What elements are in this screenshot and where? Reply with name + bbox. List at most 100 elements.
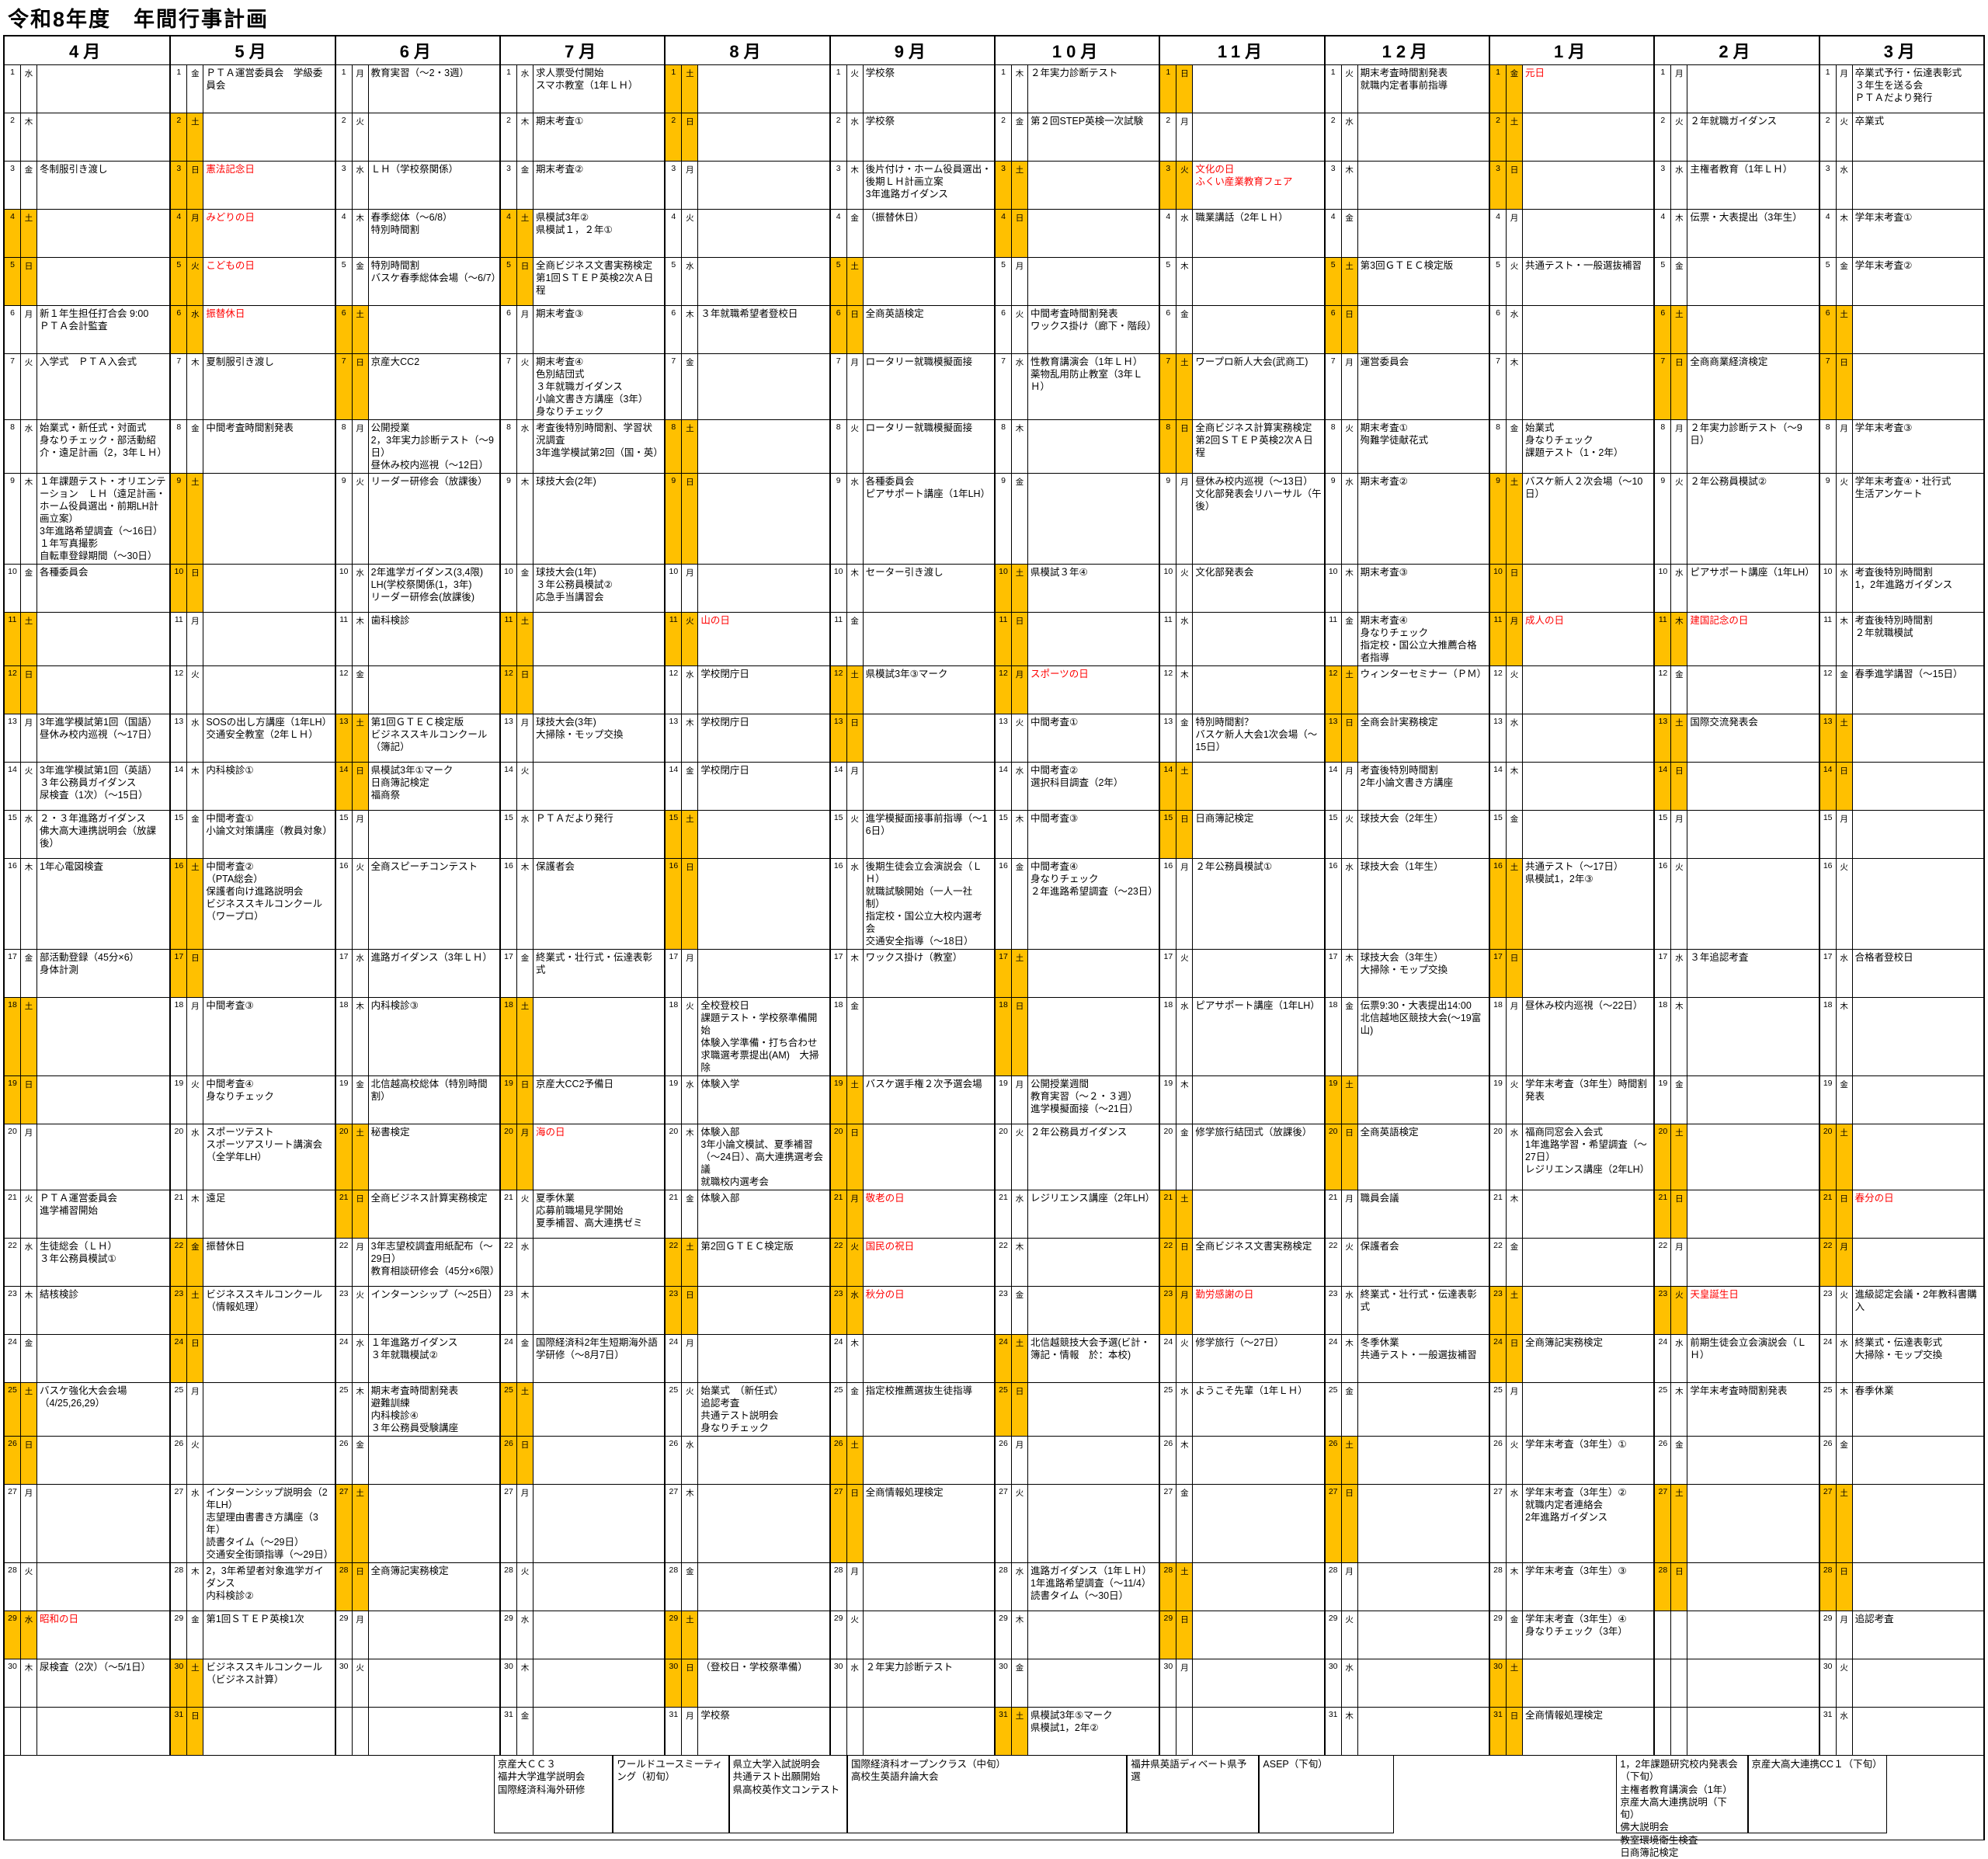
event-text-cell: [1853, 1708, 1983, 1755]
event-text-cell: [369, 113, 499, 161]
day-number-cell: 25: [831, 1383, 847, 1436]
cell-11月-13: 13 金特別時間割？ バスケ新人大会1次会場（～15日）: [1159, 714, 1323, 762]
cell-5月-31: 31 日: [169, 1708, 334, 1755]
cell-7月-7: 7 火期末考査④ 色別結団式 ３年就職ガイダンス 小論文書き方講座（3年） 身なり…: [499, 354, 664, 419]
event-text-cell: [1358, 1611, 1489, 1659]
event-text-cell: [1193, 1437, 1323, 1484]
day-row-28: 28 火 28 木 2，3年希望者対象進学ガイダンス 内科検診② 28 日全商簿記実務検定 2…: [5, 1563, 1983, 1611]
event-text-cell: 球技大会(2年): [535, 476, 596, 487]
weekday-cell: 月: [847, 1563, 864, 1611]
day-number-cell: 7: [171, 354, 188, 419]
cell-6月-16: 16 火全商スピーチコンテスト: [334, 859, 499, 949]
event-text-cell: ビジネススキルコンクール（ビジネス計算）: [206, 1662, 323, 1685]
cell-11月-11: 11 水: [1159, 613, 1323, 665]
event-text-cell: [1028, 420, 1159, 473]
event-text-cell: [1687, 1708, 1818, 1755]
day-number-cell: 30: [1326, 1659, 1342, 1707]
day-number-cell: 19: [500, 1076, 517, 1124]
day-number-cell: 8: [5, 420, 21, 473]
cell-1月-13: 13 水: [1488, 714, 1653, 762]
day-number-cell: 6: [5, 306, 21, 353]
event-text-cell: [1853, 1124, 1983, 1190]
day-number-cell: 9: [1326, 474, 1342, 564]
day-number-cell: 27: [1160, 1485, 1177, 1562]
event-text-cell: [1687, 1190, 1818, 1238]
page-title: 令和8年度 年間行事計画: [8, 8, 269, 31]
weekday-cell: 日: [352, 354, 369, 419]
day-number-cell: 22: [830, 1239, 847, 1286]
day-number-cell: 2: [1489, 113, 1507, 161]
event-text-cell: [1853, 859, 1983, 949]
day-number-cell: 26: [1490, 1437, 1507, 1484]
event-text-cell: [864, 1437, 994, 1484]
note-box-4: 国際経済科オープンクラス（中旬） 高校生英語弁論大会: [846, 1756, 1128, 1833]
weekday-cell: 日: [21, 666, 37, 714]
day-number-cell: 14: [996, 763, 1012, 810]
day-number-cell: 5: [1160, 258, 1177, 305]
event-text-cell: [1028, 162, 1159, 209]
weekday-cell: 日: [1011, 1383, 1028, 1436]
day-number-cell: 25: [1490, 1383, 1507, 1436]
day-number-cell: 28: [1160, 1563, 1177, 1611]
cell-10月-24: 24 土北信越競技大会予選(ビ計・簿記・情報 於：本校): [993, 1335, 1159, 1382]
month-header-row: 4月 5月 6月 7月 8月 9月 10月 11月 12月 1月 2月 3月: [5, 36, 1983, 65]
day-row-14: 14 火 3年進学模試第1回（英語） ３年公務員ガイダンス 尿検査（1次）（～15日…: [5, 763, 1983, 811]
event-text-cell: 公開授業 2，3年実力診断テスト（～9日） 昼休み校内巡視（～12日）: [370, 422, 495, 471]
cell-8月-29: 29 土: [664, 1611, 829, 1659]
event-text-cell: [1358, 306, 1489, 353]
event-text-cell: [203, 950, 334, 997]
event-text-cell: 始業式・新任式・対面式 身なりチェック・部活動紹介・遠足計画（2，3年ＬＨ）: [40, 422, 167, 458]
day-row-8: 8 水始業式・新任式・対面式 身なりチェック・部活動紹介・遠足計画（2，3年ＬＨ）…: [5, 420, 1983, 474]
weekday-cell: 火: [847, 811, 864, 858]
cell-9月-15: 15 火進学模擬面接事前指導（～16日）: [829, 811, 994, 858]
weekday-cell: 金: [517, 1335, 533, 1382]
weekday-cell: 月: [1342, 1563, 1358, 1611]
day-number-cell: 21: [171, 1190, 188, 1238]
weekday-cell: 木: [847, 950, 864, 997]
day-number-cell: 24: [1326, 1335, 1342, 1382]
day-number-cell: [1655, 1708, 1672, 1755]
weekday-cell: 水: [1671, 950, 1688, 997]
event-text-cell: [369, 1437, 499, 1484]
cell-11月-30: 30 月: [1159, 1659, 1323, 1707]
event-text-cell: [1028, 474, 1159, 564]
cell-1月-24: 24 日全商簿記実務検定: [1488, 1335, 1653, 1382]
event-text-cell: 球技大会（3年生） 大掃除・モップ交換: [1360, 952, 1448, 975]
weekday-cell: 金: [187, 420, 204, 473]
day-number-cell: 6: [666, 306, 683, 353]
event-text-cell: 期末考査②: [535, 164, 584, 175]
cell-5月-23: 23 土ビジネススキルコンクール（情報処理）: [169, 1287, 334, 1334]
event-text-cell: ロータリー就職模擬面接: [865, 422, 973, 433]
day-number-cell: 7: [831, 354, 847, 419]
event-text-cell: 中間考査時間割発表: [206, 422, 294, 433]
day-row-15: 15 水 ２・３年進路ガイダンス 佛大高大連携説明会（放課後） 15 金中間考査① 小論…: [5, 811, 1983, 859]
cell-11月-3: 3 火文化の日 ふくい産業教育フェア: [1159, 162, 1323, 209]
day-number-cell: 10: [1489, 565, 1507, 612]
weekday-cell: 土: [21, 613, 37, 665]
cell-5月-30: 30 土ビジネススキルコンクール（ビジネス計算）: [169, 1659, 334, 1707]
event-text-cell: [533, 1563, 664, 1611]
cell-2月-25: 25 木学年末考査時間割発表: [1653, 1383, 1818, 1436]
weekday-cell: 金: [847, 1383, 864, 1436]
weekday-cell: 水: [21, 1239, 37, 1286]
cell-12月-13: 13 日全商会計実務検定: [1323, 714, 1489, 762]
day-number-cell: [336, 1708, 353, 1755]
day-number-cell: 4: [336, 210, 353, 257]
event-text-cell: [1358, 210, 1489, 257]
weekday-cell: 火: [1671, 113, 1688, 161]
day-number-cell: 1: [996, 65, 1012, 113]
weekday-cell: 木: [1012, 65, 1028, 113]
event-text-cell: 県模試3年①マーク 日商簿記検定 福商祭: [370, 765, 454, 801]
weekday-cell: 火: [1342, 811, 1358, 858]
cell-9月-3: 3 木後片付け・ホーム役員選出・後期ＬＨ計画立案 3年進路ガイダンス: [829, 162, 994, 209]
day-number-cell: 29: [831, 1611, 847, 1659]
event-text-cell: 全商会計実務検定: [1360, 717, 1438, 728]
weekday-cell: 火: [353, 474, 369, 564]
event-text-cell: 2年進学ガイダンス(3,4限) LH(学校祭関係(1，3年) リーダー研修会(放…: [370, 567, 484, 603]
day-number-cell: 23: [830, 1287, 847, 1334]
cell-12月-15: 15 火球技大会（2年生）: [1323, 811, 1489, 858]
event-text-cell: [1687, 258, 1818, 305]
